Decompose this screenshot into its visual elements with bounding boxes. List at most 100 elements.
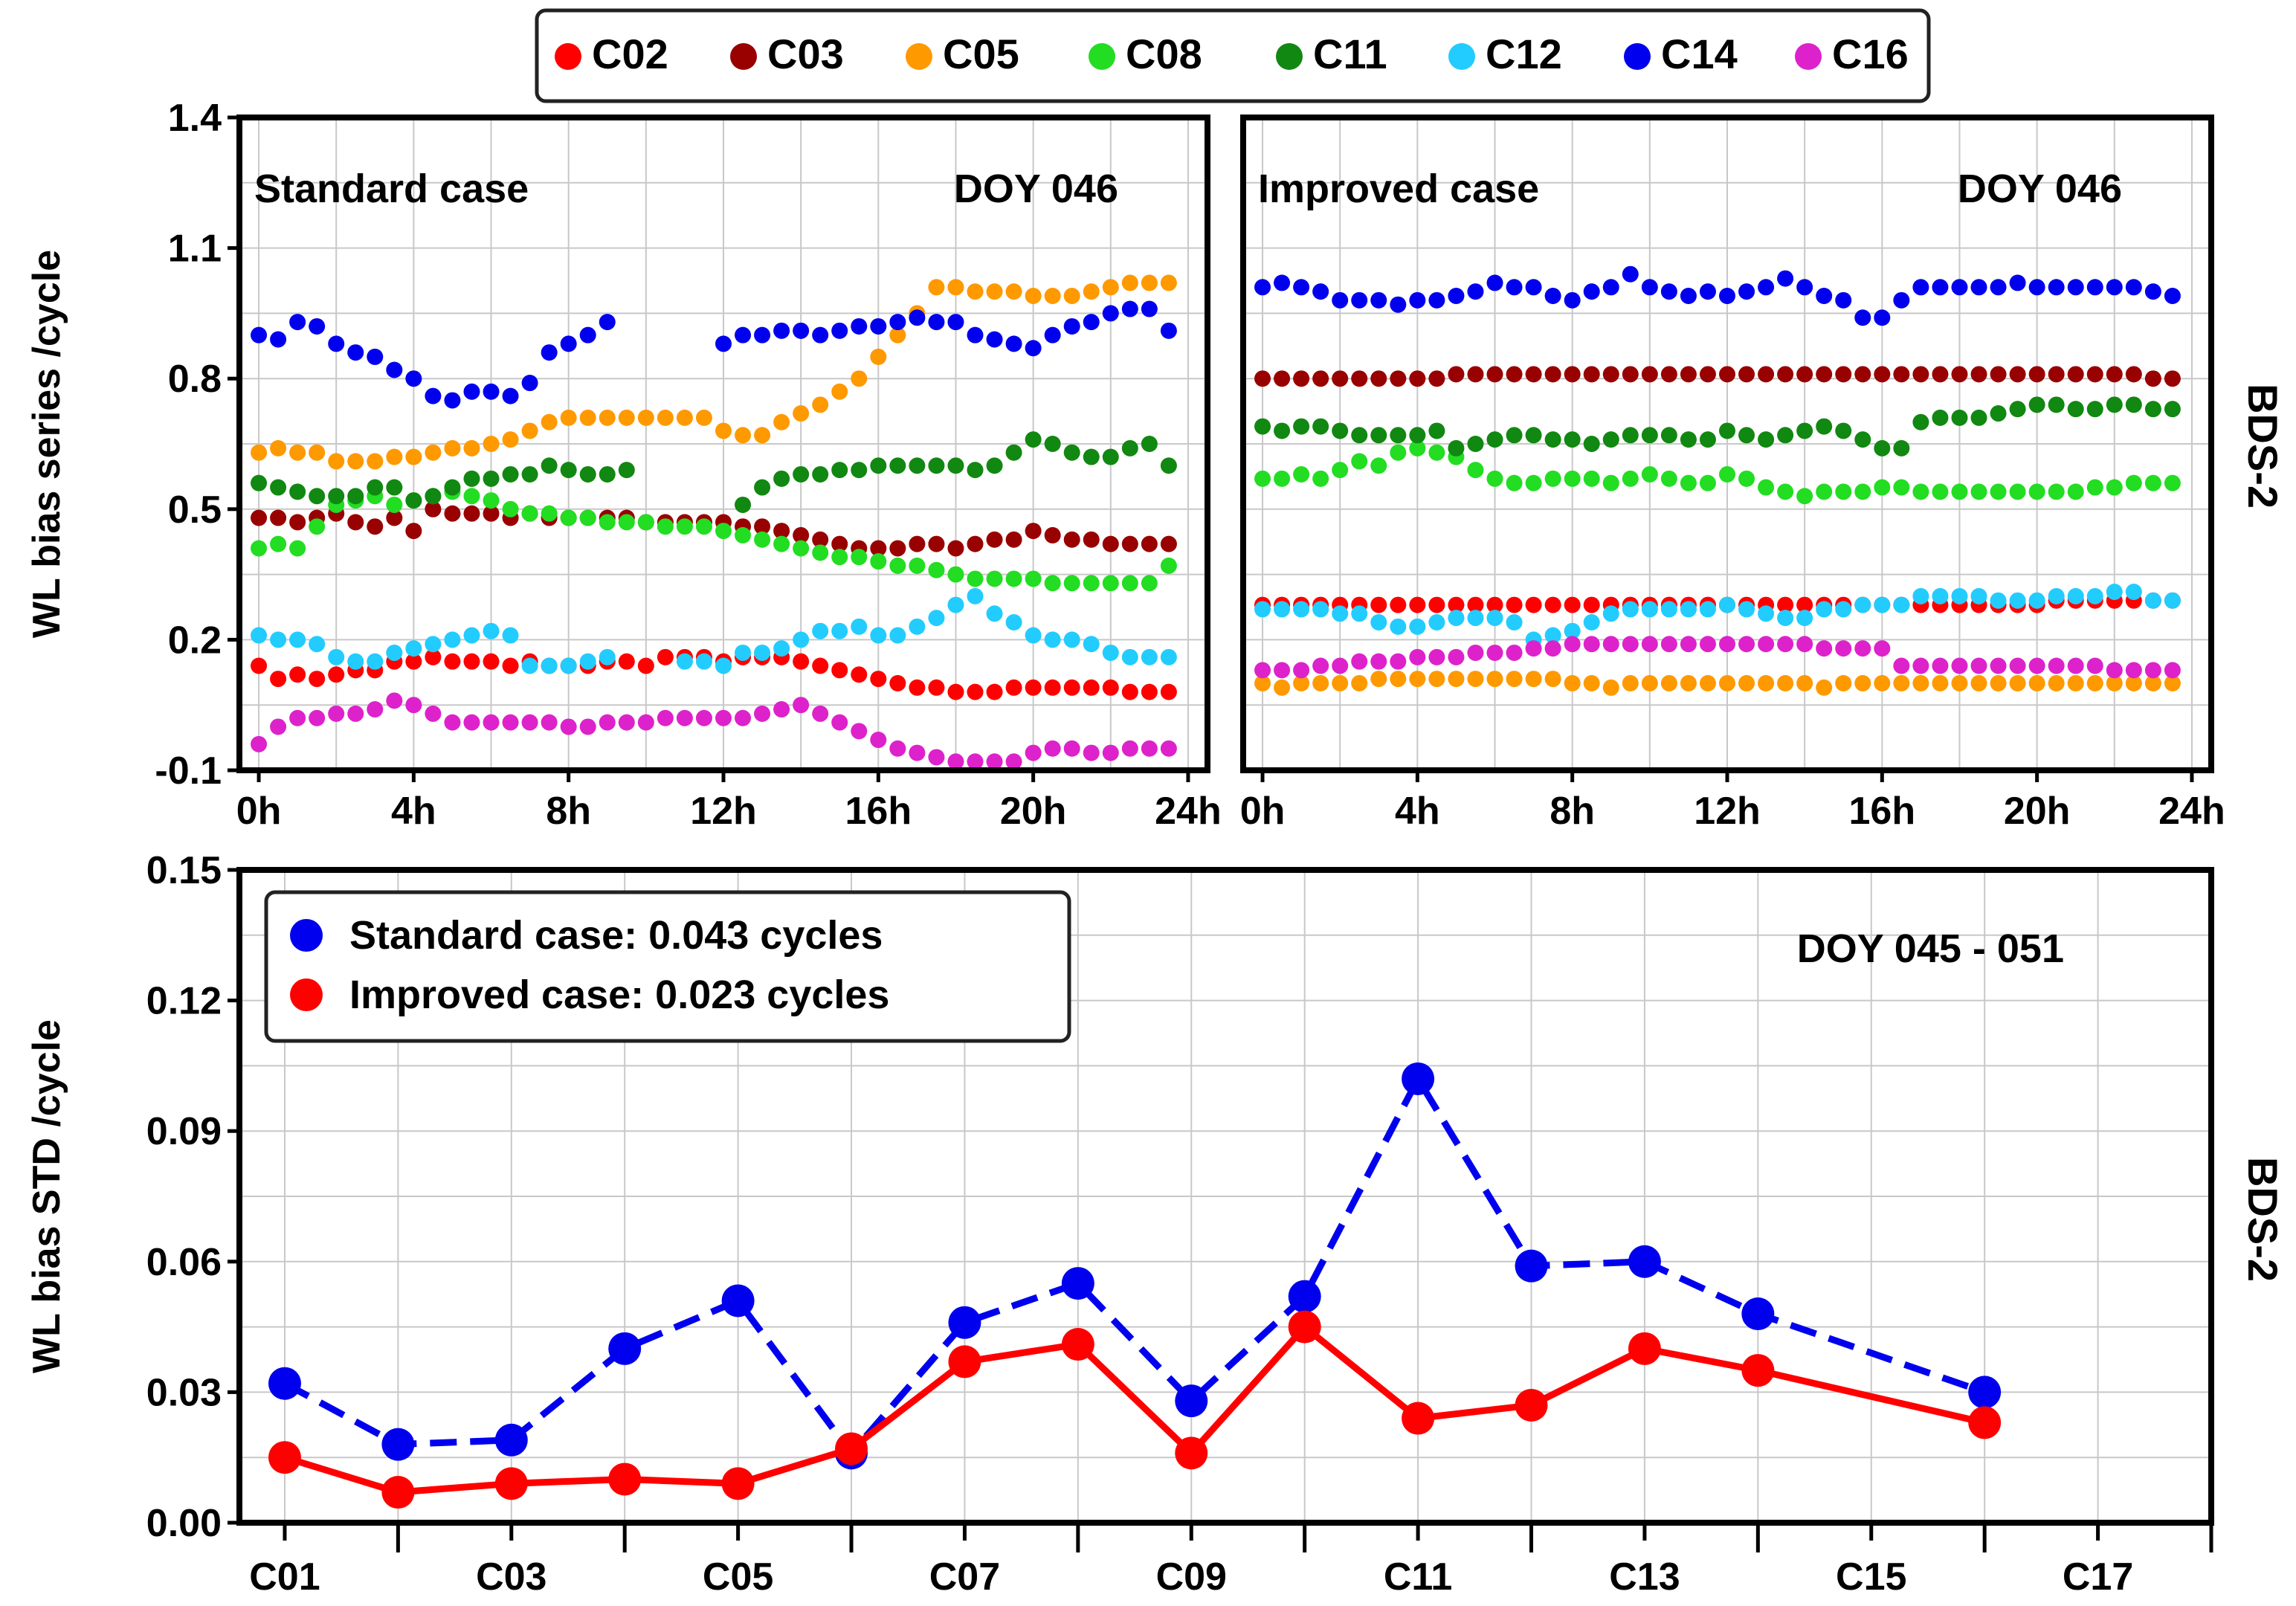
point-c05 [1854,674,1871,691]
point-c08 [1467,462,1484,479]
point-c08 [851,549,868,566]
point-improved-case [608,1463,642,1496]
point-c11 [1486,431,1503,448]
point-c08 [870,553,887,570]
point-c14 [870,317,887,335]
x-tick-label: 16h [1849,790,1916,833]
point-c14 [909,309,926,326]
point-c12 [715,657,732,674]
point-c05 [444,439,461,457]
legend-label-c02: C02 [592,30,668,77]
point-c05 [1428,671,1445,688]
point-c05 [1141,274,1158,291]
point-c08 [1660,470,1677,487]
point-c14 [2144,283,2161,300]
point-c12 [1467,610,1484,627]
point-c16 [2048,657,2065,674]
point-c03 [1160,535,1177,552]
point-c05 [1102,279,1119,296]
x-tick-label: C09 [1156,1555,1227,1599]
point-c12 [1083,636,1100,653]
point-c05 [1083,283,1100,300]
point-c02 [986,683,1003,700]
point-c14 [1796,279,1813,296]
point-c11 [1390,427,1407,444]
point-c08 [1583,470,1600,487]
point-c08 [1044,575,1061,592]
point-improved-case [1741,1354,1775,1387]
point-c12 [405,640,422,657]
point-c11 [1835,422,1852,439]
point-c03 [1641,366,1658,383]
point-c08 [1622,470,1639,487]
series-c11 [1254,396,2181,457]
point-c16 [986,753,1003,770]
legend-marker-c02 [555,43,581,70]
case-label: Improved case [1258,167,1539,211]
point-c08 [928,561,945,578]
point-c14 [309,317,326,335]
point-c08 [1874,479,1891,496]
point-c14 [1448,287,1465,304]
x-tick-label: 0h [236,790,282,833]
point-c11 [1738,427,1755,444]
point-c03 [831,535,848,552]
point-c14 [1970,279,1987,296]
y-axis-label: WL bias series /cycle [25,250,68,638]
point-c14 [1254,279,1271,296]
point-c16 [870,732,887,749]
point-c08 [1525,474,1542,491]
point-c08 [1699,474,1716,491]
point-c05 [1525,671,1542,688]
point-c11 [947,457,964,474]
point-c08 [947,566,964,583]
point-c11 [1583,436,1600,452]
legend-label-c16: C16 [1832,30,1909,77]
point-c08 [2086,479,2103,496]
point-c11 [1274,422,1291,439]
point-c03 [1312,370,1329,387]
point-c02 [289,666,306,683]
point-c02 [1121,683,1138,700]
point-c11 [1428,422,1445,439]
point-c12 [1970,587,1987,604]
point-c03 [2106,366,2123,383]
point-c02 [851,666,868,683]
point-c03 [812,531,829,548]
point-c03 [2009,366,2026,383]
point-c08 [1160,557,1177,574]
point-c14 [1332,291,1349,309]
point-c12 [773,640,790,657]
point-c02 [1506,596,1523,613]
point-c03 [1370,370,1387,387]
point-c08 [1951,483,1968,500]
point-c05 [1160,274,1177,291]
point-c03 [1622,366,1639,383]
point-c12 [1893,596,1910,613]
point-c05 [618,409,635,426]
point-c12 [793,631,810,648]
point-c08 [1293,465,1310,483]
point-c11 [1758,431,1775,448]
point-c11 [1005,444,1022,461]
point-c16 [1351,653,1368,670]
point-c16 [1660,636,1677,653]
series-standard-case [268,1062,2002,1470]
point-c11 [483,470,500,487]
point-c11 [1874,439,1891,457]
point-c12 [1121,648,1138,665]
point-c05 [1796,674,1813,691]
point-c16 [1970,657,1987,674]
point-c16 [851,723,868,740]
legend-marker-c11 [1276,43,1303,70]
series-c05 [1254,671,2181,696]
point-c11 [405,492,422,509]
point-c12 [2125,584,2142,601]
point-c14 [773,322,790,339]
x-tick-label: C01 [249,1555,320,1599]
point-c16 [1758,636,1775,653]
point-standard-case [1402,1062,1435,1095]
series-c03 [1254,366,2181,387]
point-c05 [1874,674,1891,691]
point-c02 [870,671,887,688]
